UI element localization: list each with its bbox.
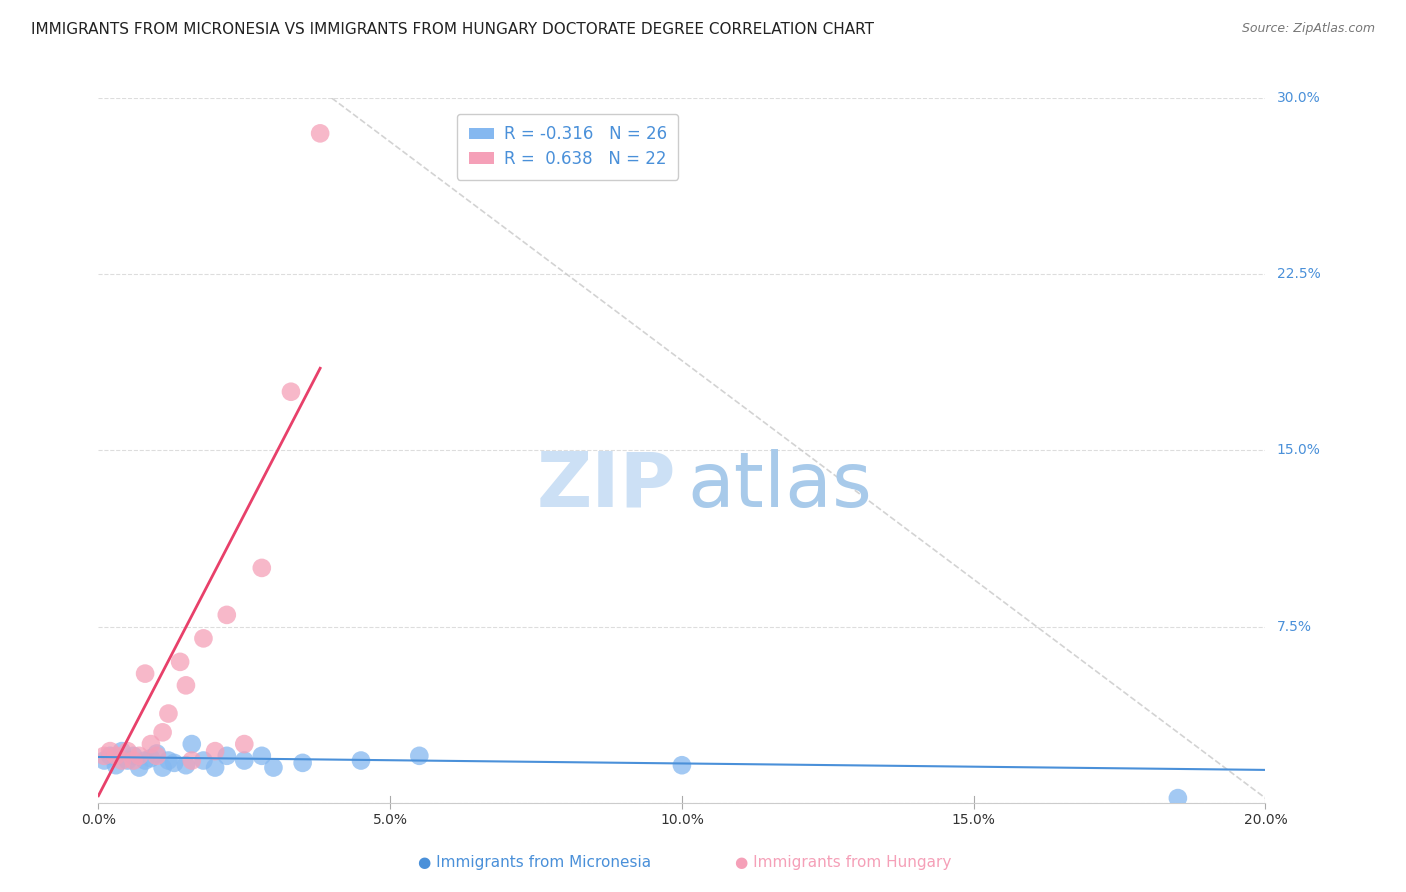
Point [350, 754, 373, 768]
Text: 15.0%: 15.0% [1277, 443, 1320, 458]
Point [233, 754, 256, 768]
Point [157, 754, 180, 768]
Text: IMMIGRANTS FROM MICRONESIA VS IMMIGRANTS FROM HUNGARY DOCTORATE DEGREE CORRELATI: IMMIGRANTS FROM MICRONESIA VS IMMIGRANTS… [31, 22, 875, 37]
Point [122, 754, 145, 768]
Point [180, 754, 202, 768]
Point [111, 744, 134, 758]
Point [215, 607, 238, 622]
Legend: R = -0.316   N = 26, R =  0.638   N = 22: R = -0.316 N = 26, R = 0.638 N = 22 [457, 113, 678, 179]
Point [180, 737, 202, 751]
Text: 7.5%: 7.5% [1277, 620, 1312, 633]
Point [250, 561, 273, 575]
Text: 22.5%: 22.5% [1277, 268, 1320, 281]
Point [169, 655, 191, 669]
Text: ZIP: ZIP [537, 449, 676, 523]
Point [193, 632, 215, 646]
Point [262, 760, 284, 774]
Point [1167, 791, 1189, 805]
Point [104, 748, 127, 763]
Point [233, 737, 256, 751]
Point [128, 748, 150, 763]
Point [111, 754, 134, 768]
Text: atlas: atlas [688, 449, 873, 523]
Text: ● Immigrants from Hungary: ● Immigrants from Hungary [735, 855, 952, 870]
Point [671, 758, 693, 772]
Text: 30.0%: 30.0% [1277, 91, 1320, 105]
Point [174, 678, 197, 692]
Point [128, 760, 150, 774]
Point [157, 706, 180, 721]
Point [104, 758, 127, 772]
Point [280, 384, 302, 399]
Point [309, 126, 332, 140]
Point [93, 748, 115, 763]
Point [152, 760, 174, 774]
Point [98, 744, 121, 758]
Point [93, 754, 115, 768]
Point [163, 756, 186, 770]
Point [146, 747, 169, 761]
Point [117, 754, 139, 768]
Point [117, 744, 139, 758]
Point [250, 748, 273, 763]
Text: ● Immigrants from Micronesia: ● Immigrants from Micronesia [418, 855, 651, 870]
Point [174, 758, 197, 772]
Point [204, 760, 226, 774]
Point [134, 666, 156, 681]
Point [134, 754, 156, 768]
Point [215, 748, 238, 763]
Point [152, 725, 174, 739]
Point [139, 737, 162, 751]
Point [204, 744, 226, 758]
Point [146, 748, 169, 763]
Text: Source: ZipAtlas.com: Source: ZipAtlas.com [1241, 22, 1375, 36]
Point [408, 748, 430, 763]
Point [291, 756, 314, 770]
Point [122, 748, 145, 763]
Point [193, 754, 215, 768]
Point [139, 751, 162, 765]
Point [98, 748, 121, 763]
